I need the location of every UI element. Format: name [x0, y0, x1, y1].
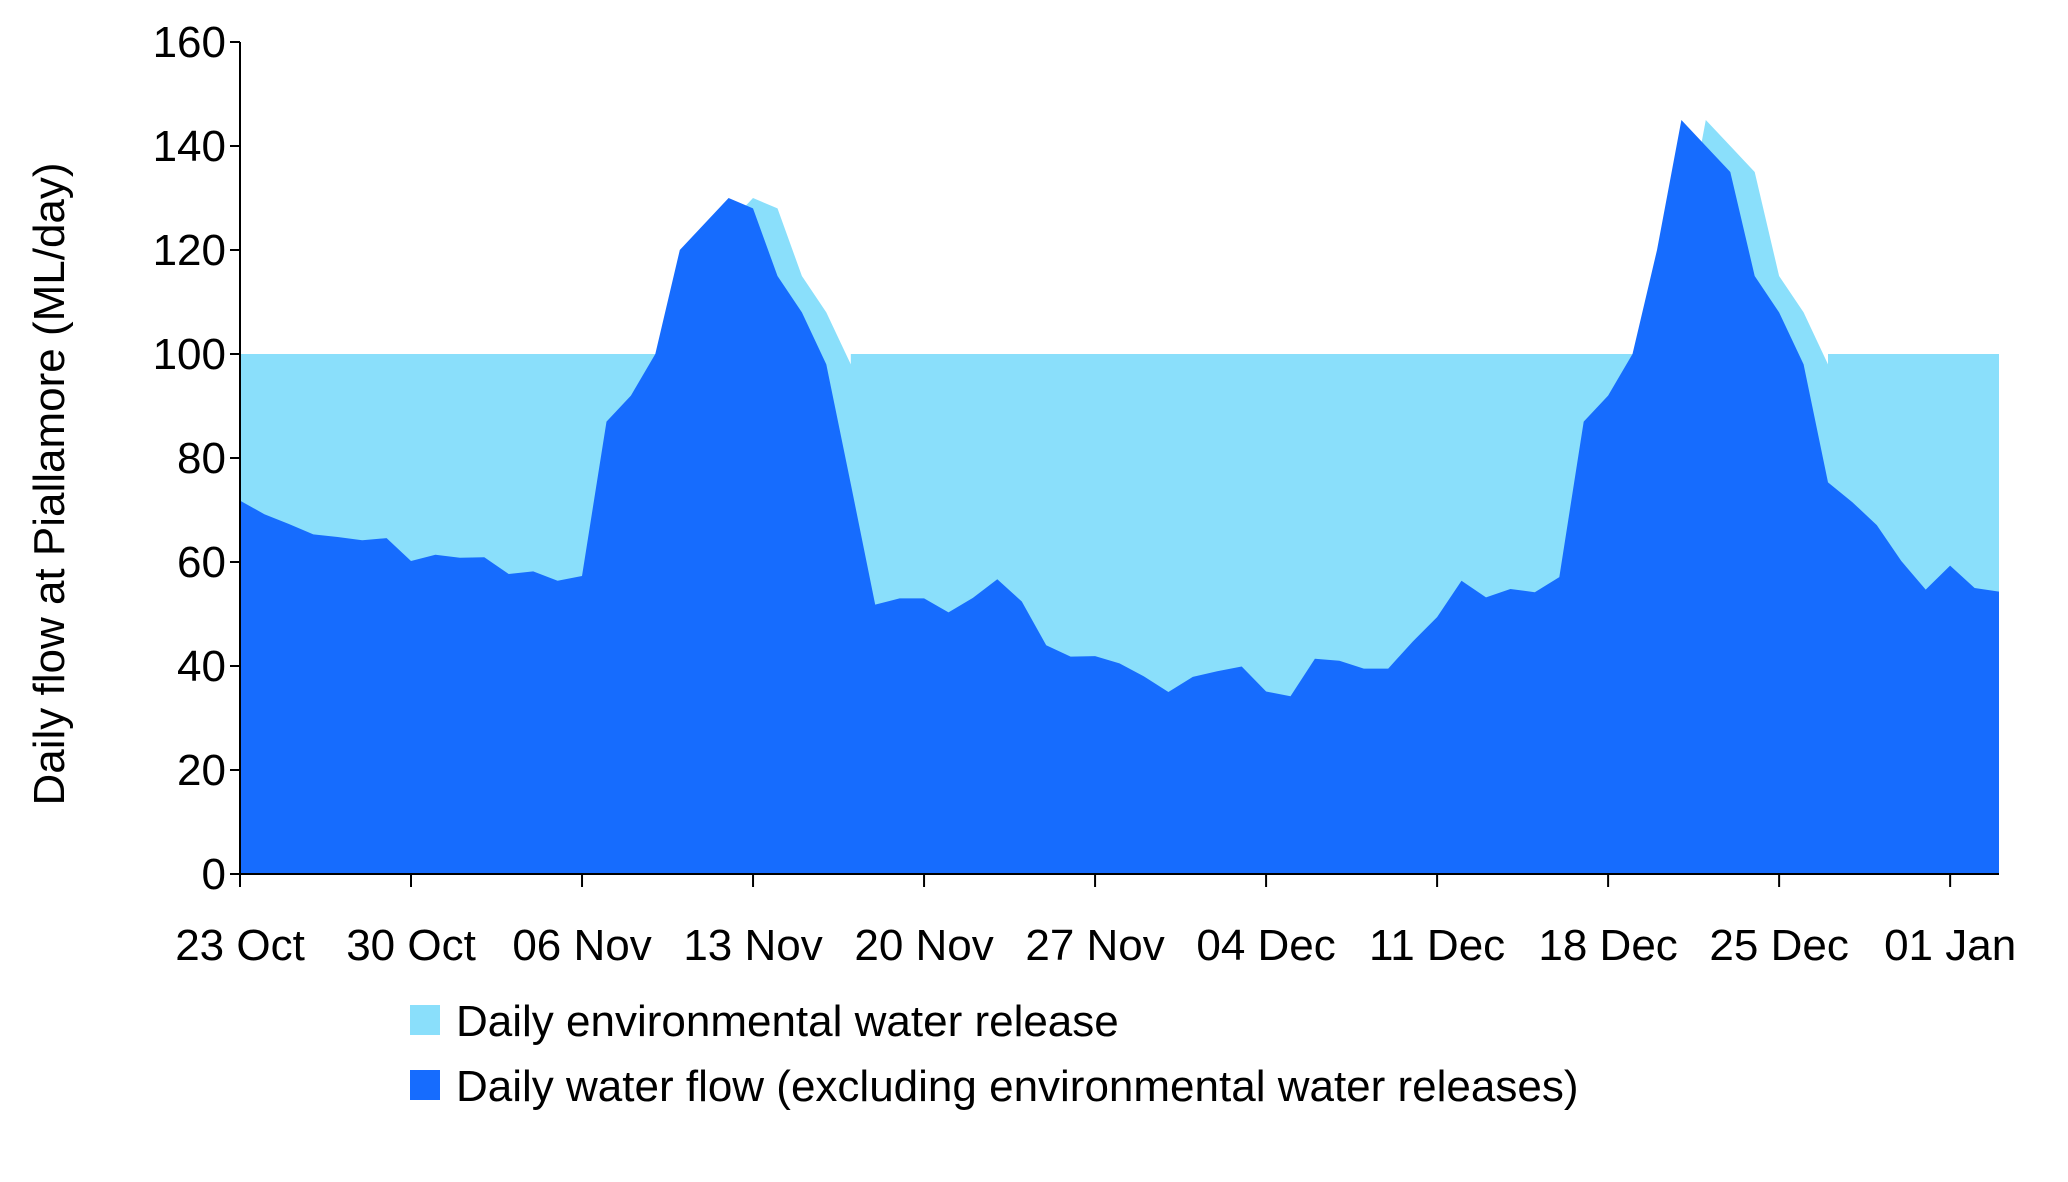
y-tick-label: 20	[177, 746, 226, 795]
legend-swatch	[410, 1005, 440, 1035]
plot-area	[240, 120, 1999, 874]
y-tick-label: 0	[202, 850, 226, 899]
y-tick-label: 40	[177, 642, 226, 691]
y-tick-label: 100	[153, 330, 226, 379]
x-tick-label: 25 Dec	[1709, 921, 1848, 970]
series-area-water-flow	[240, 120, 1999, 874]
legend: Daily environmental water release Daily w…	[410, 997, 1578, 1111]
x-tick-label: 27 Nov	[1025, 921, 1164, 970]
legend-label: Daily environmental water release	[456, 997, 1119, 1046]
x-tick-label: 23 Oct	[175, 921, 305, 970]
x-tick-label: 04 Dec	[1196, 921, 1335, 970]
y-tick-label: 80	[177, 434, 226, 483]
x-tick-label: 20 Nov	[854, 921, 993, 970]
x-tick-label: 06 Nov	[512, 921, 651, 970]
x-tick-label: 13 Nov	[683, 921, 822, 970]
y-tick-label: 60	[177, 538, 226, 587]
x-tick-label: 11 Dec	[1369, 921, 1505, 970]
y-tick-label: 120	[153, 226, 226, 275]
y-axis-title: Daily flow at Piallamore (ML/day)	[25, 162, 74, 805]
y-tick-label: 160	[153, 18, 226, 67]
x-tick-label: 18 Dec	[1538, 921, 1677, 970]
legend-swatch	[410, 1070, 440, 1100]
y-tick-label: 140	[153, 122, 226, 171]
legend-label: Daily water flow (excluding environmenta…	[456, 1062, 1578, 1111]
axes: 0 20 40 60 80 100 120 140 160 23 Oct 30 Oct 06 Nov 1…	[153, 18, 2017, 970]
x-tick-label: 01 Jan	[1884, 921, 2016, 970]
x-tick-label: 30 Oct	[346, 921, 476, 970]
